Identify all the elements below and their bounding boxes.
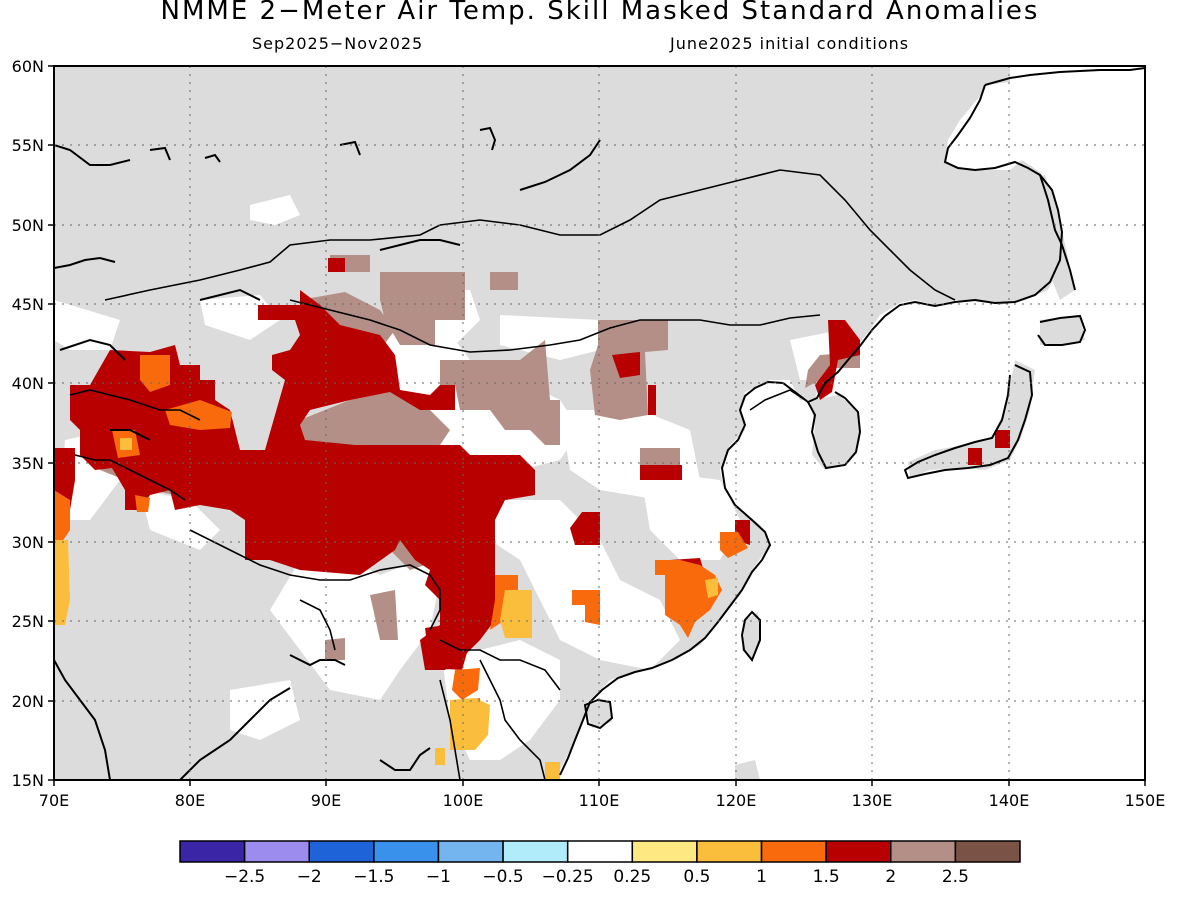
map-area xyxy=(54,66,1145,780)
lat-tick-label: 20N xyxy=(12,692,44,711)
colorbar-swatch xyxy=(179,840,246,863)
initial-conditions: June2025 initial conditions xyxy=(670,34,910,53)
lat-tick-label: 30N xyxy=(12,533,44,552)
lat-tick-label: 55N xyxy=(12,136,44,155)
anomaly-0-5-to-1 xyxy=(54,438,718,780)
colorbar-label: −1 xyxy=(426,867,451,887)
lat-tick-label: 25N xyxy=(12,612,44,631)
colorbar-swatch xyxy=(308,840,375,863)
lat-tick-label: 15N xyxy=(12,771,44,790)
lon-tick-label: 90E xyxy=(311,791,341,810)
colorbar-swatch xyxy=(760,840,827,863)
colorbar-label: 0.25 xyxy=(613,867,651,887)
lat-tick-label: 45N xyxy=(12,295,44,314)
colorbar-label: 2.5 xyxy=(942,867,969,887)
colorbar-swatch xyxy=(954,840,1021,863)
colorbar-swatch xyxy=(502,840,569,863)
lon-tick-label: 120E xyxy=(716,791,757,810)
korea-land xyxy=(810,395,860,470)
colorbar: −2.5 −2 −1.5 −1 −0.5 −0.25 0.25 0.5 1 1.5 2 2.5 xyxy=(179,840,1021,887)
lat-tick-label: 60N xyxy=(12,57,44,76)
map-title: NMME 2−Meter Air Temp. Skill Masked Stan… xyxy=(160,0,1040,26)
sakhalin-land xyxy=(1030,175,1075,300)
colorbar-label: 2 xyxy=(885,867,896,887)
country-borders xyxy=(69,169,956,780)
forecast-period: Sep2025−Nov2025 xyxy=(252,34,424,53)
colorbar-label: −0.5 xyxy=(482,867,523,887)
colorbar-label: −1.5 xyxy=(353,867,394,887)
lat-tick-label: 40N xyxy=(12,374,44,393)
colorbar-label: −2.5 xyxy=(224,867,265,887)
lon-tick-label: 150E xyxy=(1125,791,1166,810)
colorbar-label: 1.5 xyxy=(813,867,840,887)
colorbar-label: −2 xyxy=(297,867,322,887)
lon-tick-labels: 70E 80E 90E 100E 110E 120E 130E 140E 150… xyxy=(39,791,1166,810)
colorbar-swatch xyxy=(437,840,504,863)
lon-tick-label: 70E xyxy=(39,791,69,810)
lon-tick-label: 80E xyxy=(175,791,205,810)
lon-tick-label: 140E xyxy=(989,791,1030,810)
gridlines xyxy=(54,66,1145,780)
lat-tick-label: 35N xyxy=(12,454,44,473)
colorbar-label: 1 xyxy=(756,867,767,887)
colorbar-label: 0.5 xyxy=(683,867,710,887)
lat-tick-labels: 15N 20N 25N 30N 35N 40N 45N 50N 55N 60N xyxy=(12,57,44,790)
axis-ticks xyxy=(48,65,1146,786)
colorbar-swatch xyxy=(825,840,892,863)
japan-land xyxy=(908,360,1035,478)
colorbar-swatch xyxy=(373,840,440,863)
colorbar-swatch xyxy=(696,840,763,863)
taiwan-land xyxy=(742,612,760,660)
lat-tick-label: 50N xyxy=(12,216,44,235)
colorbar-swatch xyxy=(631,840,698,863)
hokkaido-land xyxy=(1040,315,1085,345)
lon-tick-label: 100E xyxy=(443,791,484,810)
philippines-land xyxy=(735,760,760,780)
colorbar-swatch xyxy=(890,840,957,863)
lon-tick-label: 110E xyxy=(579,791,620,810)
coastlines xyxy=(54,67,1145,780)
colorbar-swatch xyxy=(566,840,634,863)
lon-tick-label: 130E xyxy=(852,791,893,810)
colorbar-label: −0.25 xyxy=(542,867,594,887)
colorbar-swatch xyxy=(243,840,310,863)
